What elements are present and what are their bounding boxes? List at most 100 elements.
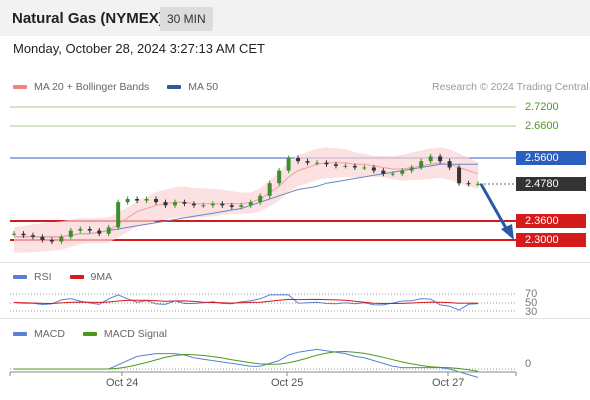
panel-divider (0, 262, 590, 263)
candle-body (106, 227, 111, 234)
research-credit: Research © 2024 Trading Central (432, 81, 589, 93)
forecast-arrow (479, 183, 514, 240)
rsi-panel (10, 293, 516, 312)
rsi-level-30: 30 (525, 306, 538, 318)
candlestick-series (12, 153, 480, 245)
candle-body (438, 156, 443, 162)
legend-label: MA 50 (188, 81, 219, 93)
legend-item-macd: MACD (13, 328, 65, 340)
legend-swatch (13, 85, 27, 89)
candle-body (201, 205, 206, 207)
candle-body (191, 203, 196, 206)
candle-body (305, 161, 310, 163)
candle-body (239, 205, 244, 207)
rsi-legend: RSI 9MA (13, 271, 130, 283)
candle-body (248, 202, 253, 206)
candle-body (381, 170, 386, 174)
chart-legend: MA 20 + Bollinger Bands MA 50 (13, 81, 236, 93)
legend-item-macd-signal: MACD Signal (82, 328, 167, 340)
candle-body (40, 236, 45, 240)
macd-legend: MACD MACD Signal (13, 328, 185, 340)
candle-body (12, 233, 16, 235)
x-label-oct-25: Oct 25 (271, 377, 304, 389)
candle-body (466, 183, 471, 185)
legend-swatch (13, 275, 27, 279)
candle-body (172, 202, 177, 206)
candle-body (87, 228, 92, 231)
candle-body (390, 173, 395, 175)
candle-body (116, 202, 121, 228)
legend-swatch (82, 332, 97, 336)
legend-swatch (13, 332, 27, 336)
candle-body (182, 202, 187, 204)
candle-body (371, 167, 376, 171)
candle-body (447, 161, 452, 168)
candle-body (78, 228, 83, 231)
price-badge-2-56: 2.5600 (516, 151, 586, 165)
bollinger-band (14, 147, 478, 253)
candle-body (59, 236, 64, 242)
macd-level-0: 0 (525, 358, 532, 370)
legend-label: MACD (34, 328, 65, 340)
candle-body (315, 162, 320, 164)
panel-divider (0, 318, 590, 319)
legend-label: MACD Signal (103, 328, 167, 340)
candle-body (419, 161, 424, 168)
legend-item-ma20: MA 20 + Bollinger Bands (13, 81, 149, 93)
candle-body (362, 167, 367, 169)
candle-body (154, 199, 159, 203)
candle-body (476, 183, 480, 185)
last-price-badge: 2.4780 (516, 177, 586, 191)
rsi-9ma-line (13, 298, 479, 305)
instrument-title: Natural Gas (NYMEX) (12, 10, 164, 27)
rsi-level-70: 70 (525, 288, 538, 300)
legend-label: 9MA (90, 271, 113, 283)
candle-body (400, 170, 405, 174)
timestamp: Monday, October 28, 2024 3:27:13 AM CET (13, 41, 265, 56)
macd-signal-line (14, 350, 479, 372)
price-label-2-66: 2.6600 (525, 120, 559, 132)
price-panel (10, 106, 516, 253)
candle-body (97, 230, 102, 234)
price-badge-2-30: 2.3000 (516, 233, 586, 247)
candle-body (68, 230, 73, 237)
macd-panel (9, 348, 517, 378)
legend-item-ma50: MA 50 (167, 81, 218, 93)
x-label-oct-24: Oct 24 (106, 377, 139, 389)
candle-body (352, 165, 357, 168)
candle-body (457, 167, 462, 184)
legend-swatch (69, 275, 84, 279)
candle-body (210, 203, 215, 206)
candle-body (30, 235, 35, 237)
ma20-line (14, 162, 479, 238)
candle-body (296, 158, 301, 162)
candle-body (277, 170, 282, 184)
interval-button[interactable]: 30 MIN (160, 7, 213, 31)
candle-body (21, 233, 26, 236)
candle-body (229, 205, 234, 207)
legend-label: RSI (34, 271, 52, 283)
candle-body (258, 195, 263, 203)
candle-body (267, 183, 272, 196)
legend-item-rsi: RSI (13, 271, 52, 283)
candle-body (333, 164, 338, 166)
candle-body (324, 162, 329, 165)
legend-swatch (167, 85, 182, 89)
candle-body (125, 199, 130, 203)
candle-body (220, 203, 225, 206)
candle-body (163, 202, 168, 206)
candle-body (144, 199, 149, 201)
header-bar: Natural Gas (NYMEX) 30 MIN (0, 0, 590, 36)
candle-body (428, 156, 433, 162)
price-badge-2-36: 2.3600 (516, 214, 586, 228)
rsi-level-50: 50 (525, 297, 538, 309)
candle-body (135, 199, 140, 201)
legend-label: MA 20 + Bollinger Bands (34, 81, 150, 93)
candle-body (343, 165, 348, 167)
x-label-oct-27: Oct 27 (432, 377, 465, 389)
legend-item-9ma: 9MA (69, 271, 113, 283)
candle-body (286, 158, 291, 171)
rsi-line (13, 294, 479, 311)
candle-body (409, 167, 414, 171)
